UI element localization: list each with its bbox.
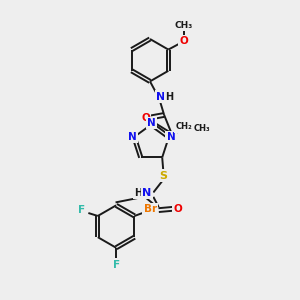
Text: F: F — [112, 260, 120, 270]
Text: N: N — [167, 132, 176, 142]
Text: H: H — [135, 188, 143, 198]
Text: N: N — [142, 188, 151, 198]
Text: CH₃: CH₃ — [194, 124, 210, 133]
Text: O: O — [179, 36, 188, 46]
Text: N: N — [156, 92, 165, 102]
Text: O: O — [141, 113, 150, 123]
Text: H: H — [165, 92, 173, 102]
Text: O: O — [173, 204, 182, 214]
Text: S: S — [160, 171, 168, 181]
Text: F: F — [78, 205, 85, 215]
Text: N: N — [128, 132, 137, 142]
Text: CH₃: CH₃ — [175, 21, 193, 30]
Text: N: N — [147, 118, 156, 128]
Text: Br: Br — [143, 205, 157, 214]
Text: CH₂: CH₂ — [176, 122, 193, 131]
